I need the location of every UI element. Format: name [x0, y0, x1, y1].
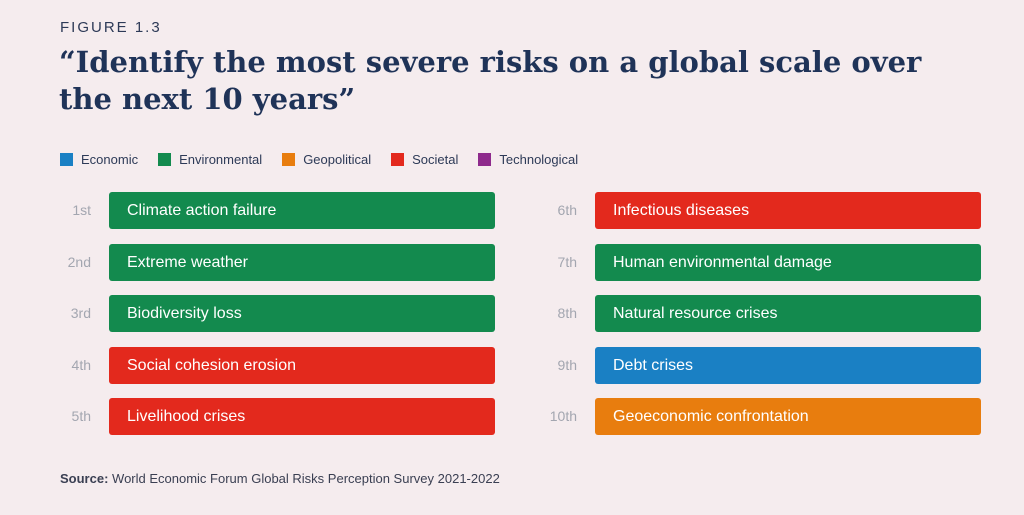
legend: Economic Environmental Geopolitical Societa…: [60, 152, 598, 167]
risk-bar: Geoeconomic confrontation: [595, 398, 981, 435]
legend-swatch: [478, 153, 492, 166]
rank-label: 9th: [557, 356, 577, 373]
rank-label: 6th: [557, 202, 577, 218]
risk-bar: Natural resource crises: [595, 295, 981, 332]
risk-bar: Livelihood crises: [109, 398, 495, 435]
legend-swatch: [158, 153, 172, 166]
figure-label: FIGURE 1.3: [60, 19, 162, 36]
risk-bar: Social cohesion erosion: [109, 346, 495, 384]
rank-label: 3rd: [70, 305, 91, 321]
legend-label: Geopolitical: [303, 152, 372, 167]
legend-label: Environmental: [179, 152, 263, 167]
rank-label: 8th: [557, 305, 577, 321]
legend-item-environmental: Environmental: [158, 152, 262, 167]
rank-label: 4th: [71, 356, 91, 373]
legend-label: Economic: [81, 152, 139, 167]
legend-label: Societal: [412, 152, 459, 167]
legend-item-economic: Economic: [60, 152, 138, 167]
legend-swatch: [282, 153, 296, 166]
legend-swatch: [60, 153, 73, 166]
source-label: Source:: [60, 471, 109, 486]
source-note: Source: World Economic Forum Global Risk…: [60, 471, 500, 486]
risk-bar: Human environmental damage: [595, 243, 981, 281]
source-text: World Economic Forum Global Risks Percep…: [112, 471, 500, 486]
risk-bar: Climate action failure: [109, 192, 495, 229]
legend-item-geopolitical: Geopolitical: [282, 152, 371, 167]
rank-label: 10th: [549, 408, 577, 424]
legend-item-societal: Societal: [391, 152, 458, 167]
risk-bar: Infectious diseases: [595, 192, 981, 229]
rank-label: 1st: [72, 202, 91, 218]
legend-item-technological: Technological: [478, 152, 578, 167]
rank-label: 7th: [557, 253, 577, 270]
risk-bar: Biodiversity loss: [109, 295, 495, 332]
risk-bar: Debt crises: [595, 346, 981, 384]
rank-label: 2nd: [67, 253, 91, 270]
risk-bar: Extreme weather: [109, 243, 495, 281]
legend-label: Technological: [499, 152, 579, 167]
legend-swatch: [391, 153, 405, 166]
chart-title: “Identify the most severe risks on a glo…: [59, 45, 922, 116]
rank-label: 5th: [71, 408, 91, 424]
